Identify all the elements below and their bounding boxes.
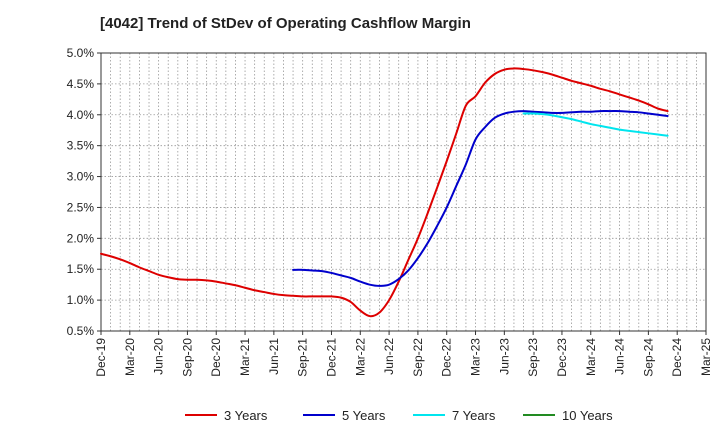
series-lines	[100, 67, 669, 318]
series-line-3-years	[100, 67, 669, 318]
y-tick-label: 4.5%	[67, 77, 95, 91]
x-tick-label: Sep-22	[411, 338, 425, 377]
x-tick-label: Dec-21	[324, 338, 338, 377]
x-tick-label: Jun-23	[497, 338, 511, 375]
x-tick-label: Dec-23	[555, 338, 569, 377]
x-tick-label: Sep-20	[180, 338, 194, 377]
y-tick-label: 2.0%	[67, 231, 95, 245]
x-tick-label: Mar-25	[699, 338, 713, 376]
y-tick-label: 0.5%	[67, 324, 95, 338]
y-tick-label: 3.5%	[67, 139, 95, 153]
y-tick-label: 4.0%	[67, 108, 95, 122]
legend-label: 10 Years	[562, 408, 613, 423]
x-tick-label: Mar-22	[353, 338, 367, 376]
x-tick-label: Mar-24	[584, 338, 598, 376]
x-tick-label: Jun-20	[152, 338, 166, 375]
x-tick-label: Dec-22	[440, 338, 454, 377]
grid	[100, 52, 707, 332]
y-tick-label: 3.0%	[67, 170, 95, 184]
x-tick-label: Mar-21	[238, 338, 252, 376]
x-tick-label: Sep-24	[641, 338, 655, 377]
x-tick-label: Mar-23	[469, 338, 483, 376]
x-tick-label: Dec-19	[94, 338, 108, 377]
legend-label: 5 Years	[342, 408, 386, 423]
series-line-5-years	[292, 110, 669, 287]
legend: 3 Years 5 Years 7 Years 10 Years	[185, 408, 613, 423]
y-tick-label: 5.0%	[67, 46, 95, 60]
plot-frame	[100, 52, 707, 332]
legend-label: 3 Years	[224, 408, 268, 423]
y-tick-label: 2.5%	[67, 200, 95, 214]
series-line-7-years	[522, 112, 669, 137]
x-tick-label: Jun-22	[382, 338, 396, 375]
x-tick-label: Jun-21	[267, 338, 281, 375]
axes: 0.5% 1.0% 1.5% 2.0% 2.5% 3.0% 3.5% 4.0% 4.5% 5.0%…	[67, 46, 713, 377]
legend-label: 7 Years	[452, 408, 496, 423]
y-tick-label: 1.5%	[67, 262, 95, 276]
x-tick-label: Dec-24	[670, 338, 684, 377]
x-tick-label: Sep-23	[526, 338, 540, 377]
x-tick-label: Sep-21	[296, 338, 310, 377]
x-tick-label: Mar-20	[123, 338, 137, 376]
x-tick-label: Jun-24	[613, 338, 627, 375]
chart-title: [4042] Trend of StDev of Operating Cashf…	[100, 15, 471, 32]
x-tick-label: Dec-20	[209, 338, 223, 377]
y-tick-label: 1.0%	[67, 293, 95, 307]
